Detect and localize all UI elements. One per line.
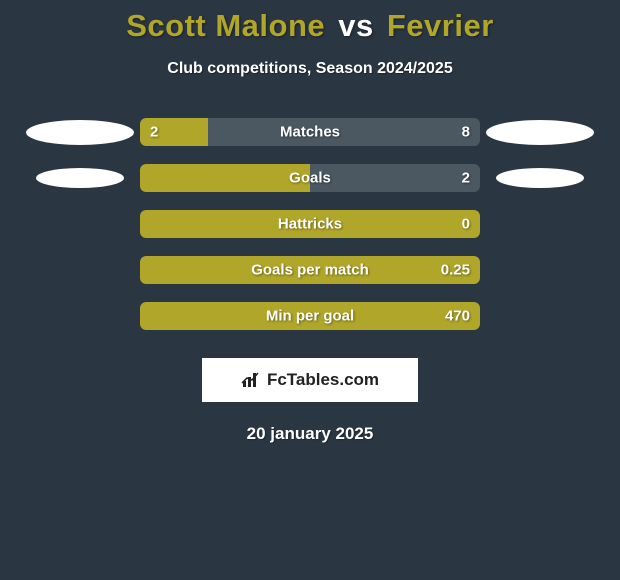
title-player2: Fevrier <box>387 8 494 43</box>
stat-bar: Goals 2 <box>140 164 480 192</box>
stat-right-value: 470 <box>445 308 470 325</box>
player1-badge <box>36 168 124 188</box>
left-badge-slot <box>20 168 140 188</box>
stat-row: Goals 2 <box>0 164 620 192</box>
stat-label: Goals per match <box>251 262 369 279</box>
brand-logo: FcTables.com <box>202 358 418 402</box>
stat-label: Hattricks <box>278 216 342 233</box>
page-title: Scott Malone vs Fevrier <box>0 8 620 44</box>
stat-bar: 2 Matches 8 <box>140 118 480 146</box>
title-vs: vs <box>338 8 373 43</box>
stat-right-value: 8 <box>462 124 470 141</box>
title-player1: Scott Malone <box>126 8 325 43</box>
comparison-widget: Scott Malone vs Fevrier Club competition… <box>0 0 620 444</box>
right-badge-slot <box>480 120 600 145</box>
stat-label: Matches <box>280 124 340 141</box>
stat-row: Hattricks 0 <box>0 210 620 238</box>
player2-badge <box>486 120 594 145</box>
player1-badge <box>26 120 134 145</box>
stat-bar-fill <box>140 164 310 192</box>
player2-badge <box>496 168 584 188</box>
stat-left-value: 2 <box>150 124 158 141</box>
stat-bar: Goals per match 0.25 <box>140 256 480 284</box>
stat-row: 2 Matches 8 <box>0 118 620 146</box>
stat-label: Goals <box>289 170 331 187</box>
stat-label: Min per goal <box>266 308 354 325</box>
stat-bar: Hattricks 0 <box>140 210 480 238</box>
stat-bar: Min per goal 470 <box>140 302 480 330</box>
right-badge-slot <box>480 168 600 188</box>
stat-right-value: 0.25 <box>441 262 470 279</box>
chart-icon <box>241 371 261 389</box>
stats-list: 2 Matches 8 Goals 2 Hattricks 0 Goals per match… <box>0 118 620 330</box>
stat-row: Goals per match 0.25 <box>0 256 620 284</box>
left-badge-slot <box>20 120 140 145</box>
stat-row: Min per goal 470 <box>0 302 620 330</box>
date-label: 20 january 2025 <box>0 424 620 444</box>
stat-right-value: 2 <box>462 170 470 187</box>
stat-right-value: 0 <box>462 216 470 233</box>
subtitle: Club competitions, Season 2024/2025 <box>0 60 620 78</box>
brand-text: FcTables.com <box>267 370 379 390</box>
